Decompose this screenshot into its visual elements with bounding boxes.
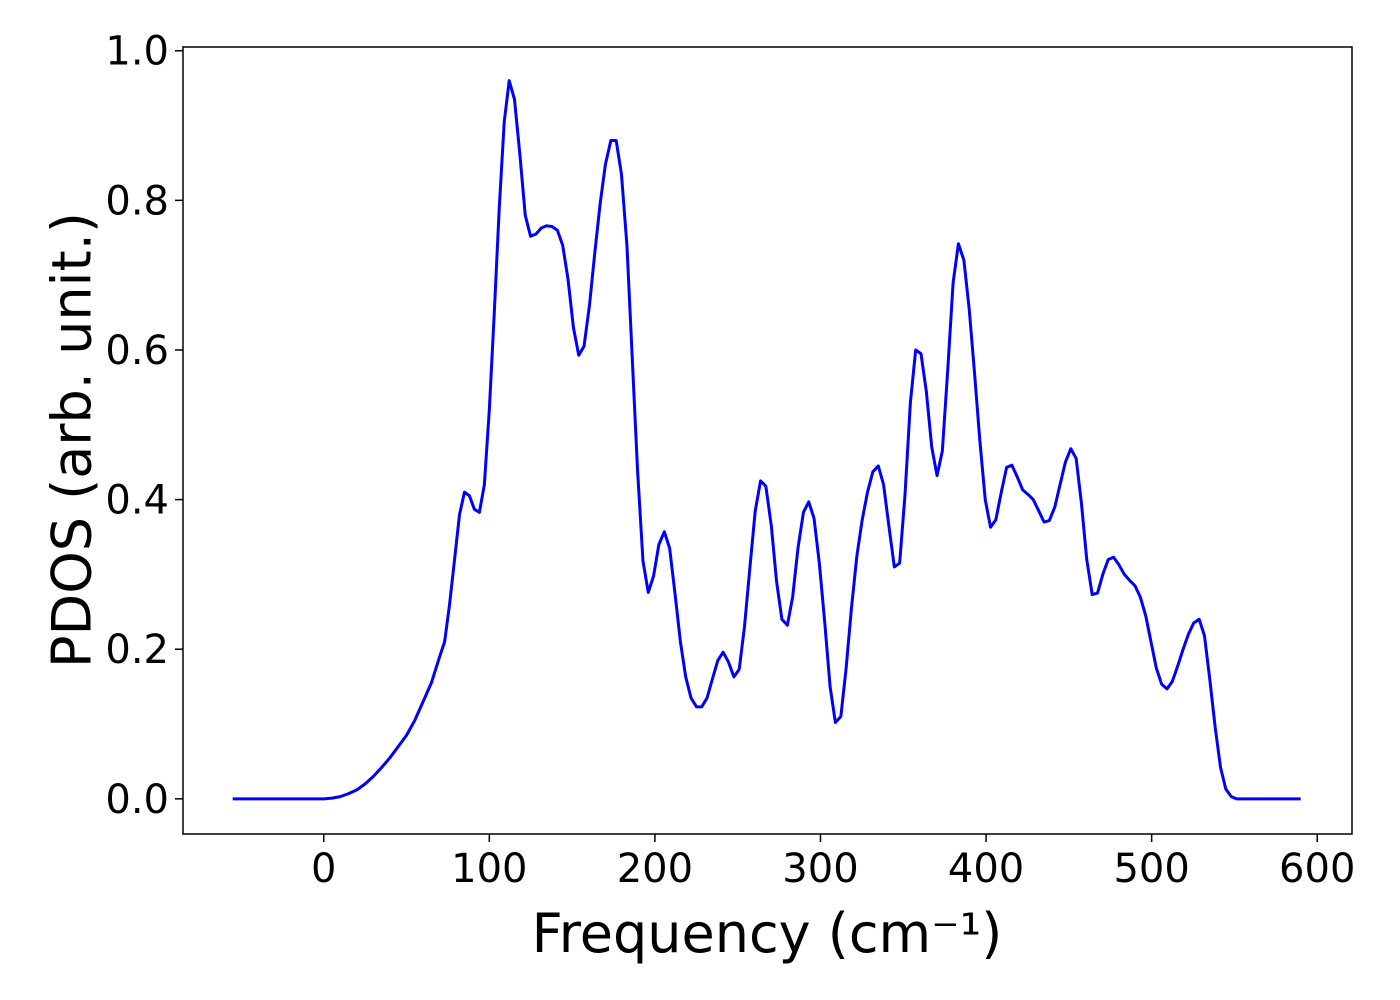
y-tick-label: 0.4 xyxy=(105,478,169,524)
x-tick-label: 500 xyxy=(1113,846,1189,892)
x-tick-label: 0 xyxy=(311,846,336,892)
x-axis-label: Frequency (cm⁻¹) xyxy=(532,902,1003,965)
y-tick-label: 0.0 xyxy=(105,777,169,823)
y-tick-label: 0.2 xyxy=(105,627,169,673)
y-tick-label: 1.0 xyxy=(105,29,169,75)
data-line xyxy=(232,79,1301,801)
y-axis-label: PDOS (arb. unit.) xyxy=(41,212,104,668)
y-tick-label: 0.8 xyxy=(105,178,169,224)
x-tick-label: 300 xyxy=(782,846,858,892)
x-tick-label: 400 xyxy=(948,846,1024,892)
x-tick-label: 200 xyxy=(617,846,693,892)
x-tick-label: 600 xyxy=(1279,846,1355,892)
x-tick-label: 100 xyxy=(451,846,527,892)
plot-frame xyxy=(182,46,1353,835)
y-tick-label: 0.6 xyxy=(105,328,169,374)
